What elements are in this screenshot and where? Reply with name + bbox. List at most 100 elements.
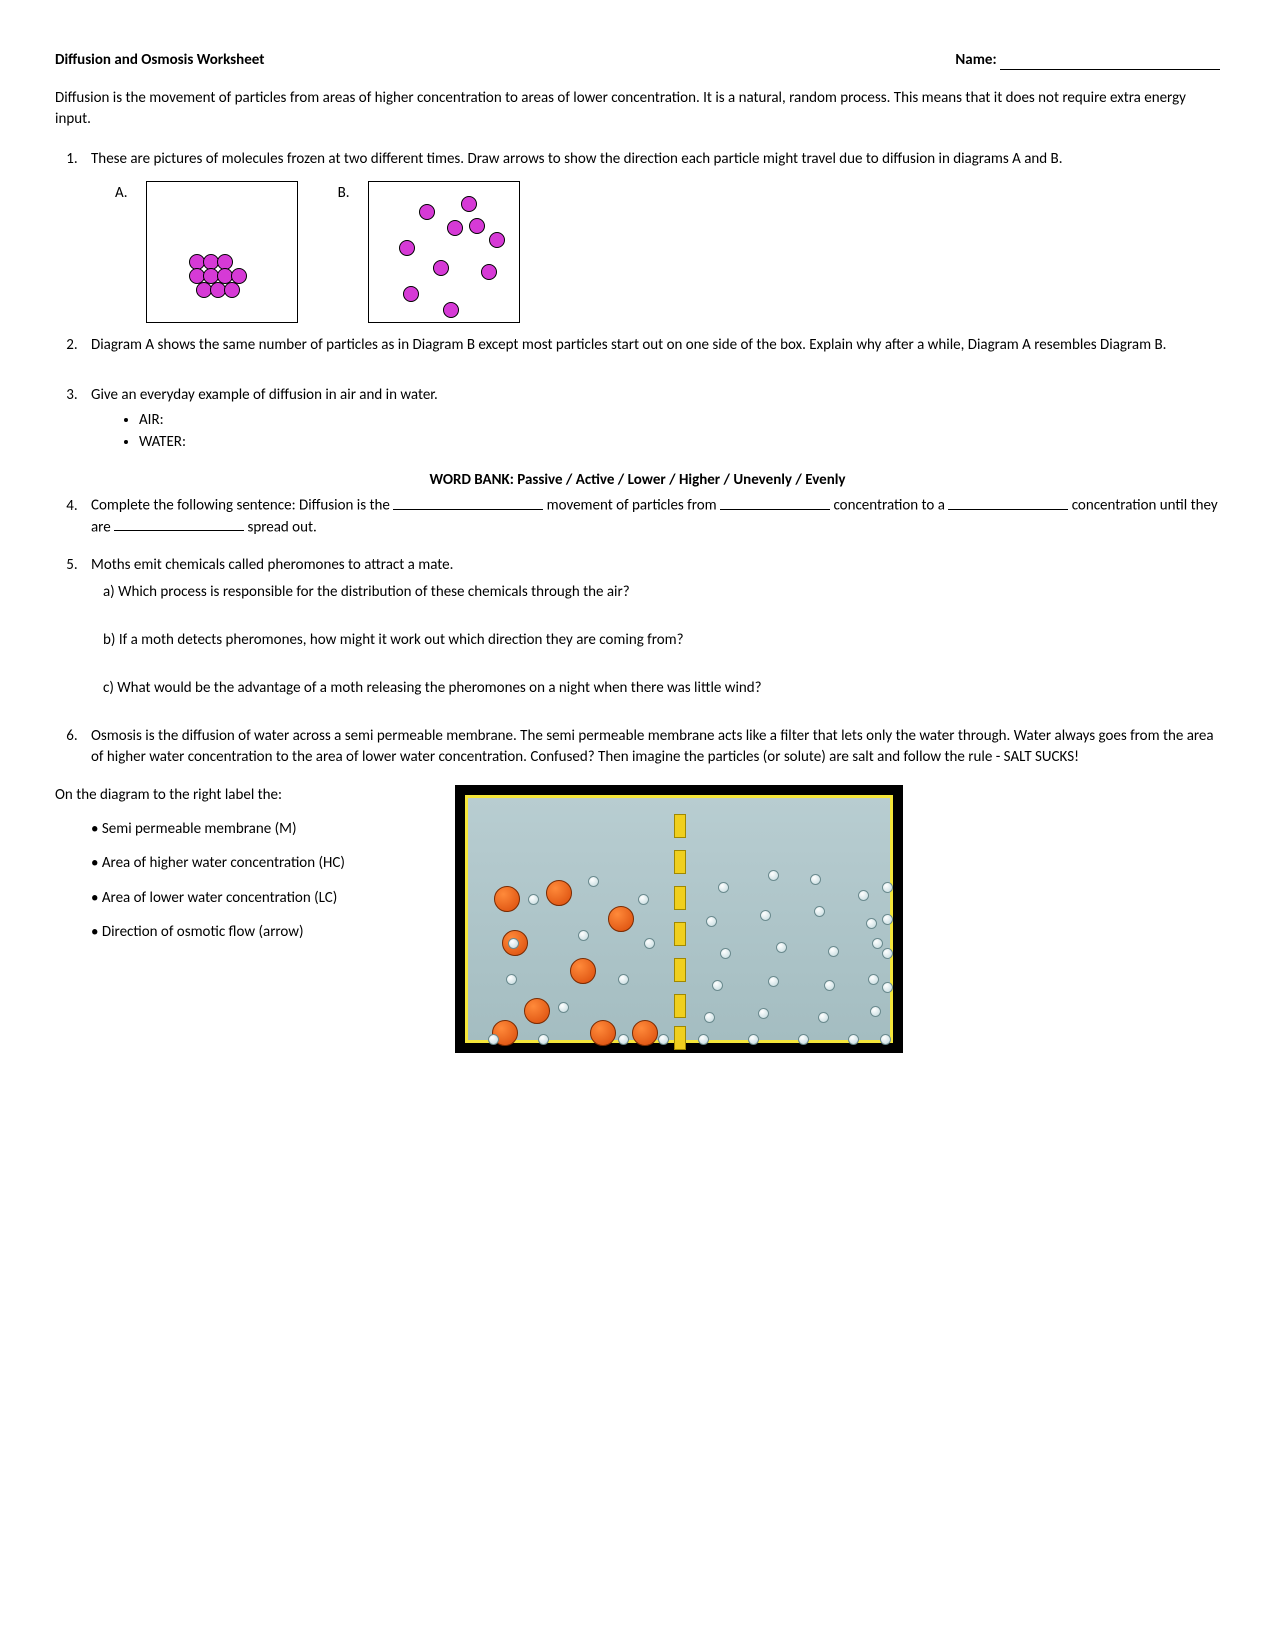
particle-dot [399,240,415,256]
particle-dot [443,302,459,318]
q4-blank-2[interactable] [720,494,830,509]
water-particle [508,938,519,949]
q3-text: Give an everyday example of diffusion in… [91,386,438,404]
q5-b: b) If a moth detects pheromones, how mig… [103,630,1220,650]
q4-blank-3[interactable] [948,494,1068,509]
q6-text: Osmosis is the diffusion of water across… [91,727,1214,765]
water-particle [538,1034,549,1045]
name-field: Name: [955,50,1220,70]
question-4: Complete the following sentence: Diffusi… [81,494,1220,537]
osmosis-diagram [455,785,903,1053]
name-blank-line[interactable] [1000,69,1220,70]
particle-dot [419,204,435,220]
water-particle [882,982,893,993]
water-particle [748,1034,759,1045]
diagram-b-label: B. [338,183,350,203]
water-particle [828,946,839,957]
q6-label-item: Direction of osmotic flow (arrow) [91,922,425,942]
water-particle [704,1012,715,1023]
water-particle [618,1034,629,1045]
particle-dot [224,282,240,298]
water-particle [848,1034,859,1045]
water-particle [720,948,731,959]
water-particle [712,980,723,991]
water-particle [638,894,649,905]
water-particle [866,918,877,929]
diagram-a-box [146,181,298,323]
q5-a: a) Which process is responsible for the … [103,582,1220,602]
question-6: Osmosis is the diffusion of water across… [81,726,1220,767]
solute-particle [546,880,572,906]
q3-bullet: WATER: [139,432,1220,452]
diagram-b-box [368,181,520,323]
q4-blank-1[interactable] [393,494,543,509]
water-particle [872,938,883,949]
water-particle [760,910,771,921]
membrane-segment [674,850,686,874]
water-particle [882,914,893,925]
solute-particle [590,1020,616,1046]
particle-dot [461,196,477,212]
water-particle [558,1002,569,1013]
solute-particle [494,886,520,912]
q4-pre1: Complete the following sentence: Diffusi… [91,497,393,515]
water-particle [818,1012,829,1023]
solute-particle [524,998,550,1024]
q5-c: c) What would be the advantage of a moth… [103,678,1220,698]
q6-label-item: Area of higher water concentration (HC) [91,853,425,873]
q6-label-item: Area of lower water concentration (LC) [91,888,425,908]
membrane-segment [674,1026,686,1050]
water-particle [758,1008,769,1019]
question-5: Moths emit chemicals called pheromones t… [81,555,1220,698]
water-particle [698,1034,709,1045]
q1-text: These are pictures of molecules frozen a… [91,150,1063,168]
solute-particle [608,906,634,932]
q3-bullets: AIR:WATER: [91,410,1220,453]
water-particle [810,874,821,885]
worksheet-title: Diffusion and Osmosis Worksheet [55,50,264,70]
water-particle [578,930,589,941]
q2-text: Diagram A shows the same number of parti… [91,336,1166,354]
q4-mid2: concentration to a [830,497,948,515]
q4-mid1: movement of particles from [543,497,720,515]
q4-post: spread out. [244,518,317,536]
water-particle [798,1034,809,1045]
membrane-segment [674,994,686,1018]
water-particle [658,1034,669,1045]
particle-dot [469,218,485,234]
water-particle [824,980,835,991]
particle-dot [489,232,505,248]
water-particle [868,974,879,985]
question-1: These are pictures of molecules frozen a… [81,149,1220,323]
particle-dot [481,264,497,280]
name-label: Name: [955,51,996,69]
water-particle [588,876,599,887]
particle-dot [447,220,463,236]
q3-bullet: AIR: [139,410,1220,430]
q6-label-item: Semi permeable membrane (M) [91,819,425,839]
word-bank: WORD BANK: Passive / Active / Lower / Hi… [55,470,1220,490]
solute-particle [570,958,596,984]
q4-blank-4[interactable] [114,516,244,531]
membrane-segment [674,814,686,838]
particle-dot [403,286,419,302]
q5-intro: Moths emit chemicals called pheromones t… [91,556,453,574]
water-particle [768,976,779,987]
solute-particle [632,1020,658,1046]
q6-label-intro: On the diagram to the right label the: [55,785,425,805]
water-particle [880,1034,891,1045]
question-2: Diagram A shows the same number of parti… [81,335,1220,355]
water-particle [488,1034,499,1045]
water-particle [506,974,517,985]
membrane-segment [674,922,686,946]
water-particle [618,974,629,985]
water-particle [776,942,787,953]
question-3: Give an everyday example of diffusion in… [81,385,1220,452]
water-particle [882,948,893,959]
osmosis-container [465,795,893,1043]
water-particle [706,916,717,927]
intro-paragraph: Diffusion is the movement of particles f… [55,88,1220,129]
water-particle [814,906,825,917]
water-particle [718,882,729,893]
membrane-segment [674,958,686,982]
